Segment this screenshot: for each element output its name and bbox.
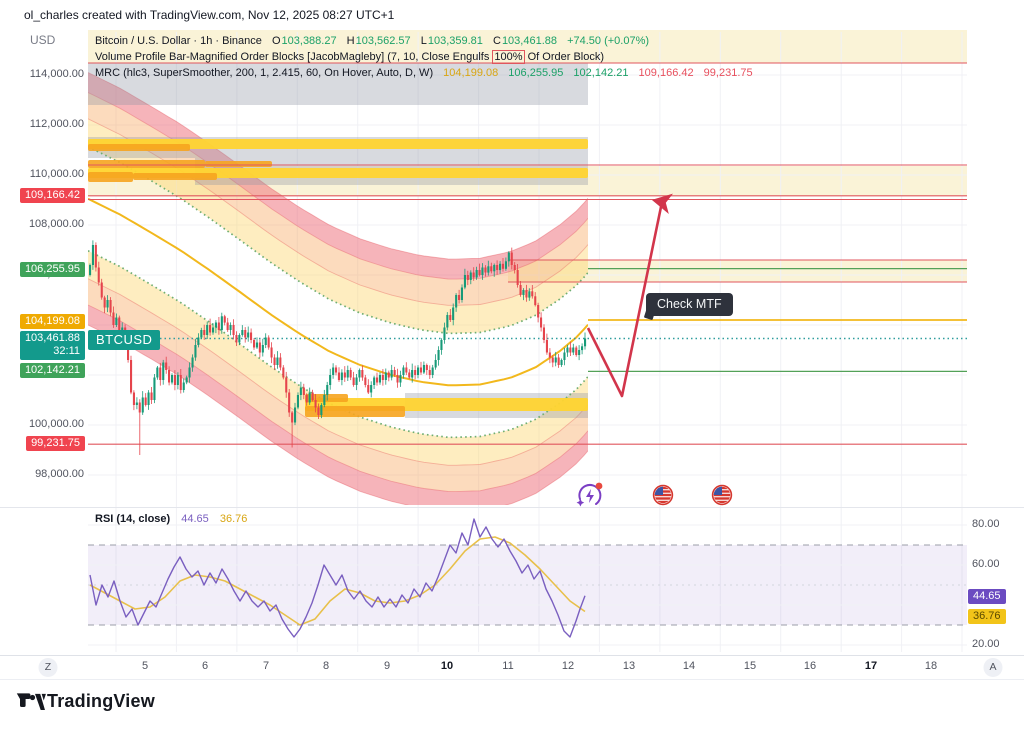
scroll-left-button[interactable]: Z [38, 658, 58, 677]
mrc-r1-value: 106,255.95 [508, 67, 564, 79]
order-block-orange [305, 394, 348, 402]
time-axis-label: 6 [201, 660, 209, 672]
rsi-legend[interactable]: RSI (14, close) 44.65 36.76 [95, 513, 247, 525]
ohlc-close-key: C [492, 35, 501, 47]
time-axis-label: 14 [682, 660, 696, 672]
highlight-zone [508, 260, 967, 282]
price-axis-label: 114,000.00 [29, 68, 84, 80]
rsi-axis-label: 60.00 [972, 558, 1000, 570]
scroll-right-button[interactable]: A [983, 658, 1003, 677]
trend-arrow [586, 193, 674, 398]
symbol-title: Bitcoin / U.S. Dollar · 1h · Binance [95, 35, 262, 47]
price-axis-label: 98,000.00 [35, 468, 84, 480]
rsi-axis-badge: 36.76 [968, 609, 1006, 624]
order-block-orange [88, 144, 190, 151]
ohlc-high-key: H [346, 35, 355, 47]
time-axis-label: 13 [622, 660, 636, 672]
order-block-orange [305, 406, 405, 417]
price-axis-badge: 102,142.21 [19, 363, 85, 378]
symbol-tag: BTCUSD [88, 330, 161, 350]
price-axis-label: 108,000.00 [28, 218, 84, 230]
rsi-axis-badge: 44.65 [968, 589, 1006, 604]
order-block-gray [88, 63, 588, 105]
price-axis-label: 112,000.00 [29, 118, 84, 130]
check-mtf-text: Check MTF [657, 297, 722, 311]
legend-symbol-row[interactable]: Bitcoin / U.S. Dollar · 1h · Binance O10… [95, 34, 649, 49]
mrc-r2-value: 109,166.42 [638, 67, 694, 79]
mrc-mean-value: 104,199.08 [443, 67, 499, 79]
tradingview-logo-icon[interactable] [16, 691, 46, 717]
price-axis-badge: 104,199.08 [19, 314, 85, 329]
time-axis-label: 18 [924, 660, 938, 672]
check-mtf-note[interactable]: Check MTF [643, 293, 733, 321]
order-block-orange [205, 161, 272, 167]
candles [89, 240, 587, 455]
rsi-main-value: 44.65 [181, 513, 209, 525]
time-axis-label: 16 [803, 660, 817, 672]
mrc-title: MRC (hlc3, SuperSmoother, 200, 1, 2.415,… [95, 67, 434, 79]
ohlc-open-key: O [271, 35, 281, 47]
highlighted-percent: 100% [492, 50, 525, 64]
ohlc-open-value: 103,388.27 [281, 35, 337, 47]
volume-profile-title-end: Of Order Block) [524, 51, 605, 63]
time-axis-label: 17 [864, 660, 878, 672]
rsi-title: RSI (14, close) [95, 513, 171, 525]
time-axis-label: 15 [743, 660, 757, 672]
rsi-signal-value: 36.76 [219, 513, 248, 525]
us-flag-event-icon[interactable] [652, 484, 674, 506]
mrc-s2-value: 99,231.75 [703, 67, 753, 79]
order-block-orange [88, 172, 133, 182]
ohlc-close-value: 103,461.88 [501, 35, 557, 47]
ohlc-high-value: 103,562.57 [355, 35, 411, 47]
order-block-orange [133, 173, 217, 180]
change-value: +74.50 (+0.07%) [567, 35, 650, 47]
rsi-axis-label: 80.00 [972, 518, 1000, 530]
currency-label: USD [30, 33, 56, 47]
rsi-line [89, 518, 586, 638]
legend-mrc-row[interactable]: MRC (hlc3, SuperSmoother, 200, 1, 2.415,… [95, 66, 753, 81]
volume-profile-title: Volume Profile Bar-Magnified Order Block… [95, 51, 493, 63]
price-axis-badge: 99,231.75 [26, 436, 85, 451]
order-block-orange [88, 160, 205, 168]
rsi-axis-label: 20.00 [972, 638, 1000, 650]
price-axis-badge: 103,461.88 32:11 [19, 330, 85, 360]
time-axis-label: 9 [383, 660, 391, 672]
time-axis-label: 12 [561, 660, 575, 672]
attribution-text: ol_charles created with TradingView.com,… [24, 8, 395, 22]
time-axis-label: 8 [322, 660, 330, 672]
ohlc-low-value: 103,359.81 [427, 35, 483, 47]
mrc-s1-value: 102,142.21 [573, 67, 629, 79]
price-axis-badge: 109,166.42 [19, 188, 85, 203]
time-axis-label: 11 [502, 660, 514, 672]
indicator-refresh-icon[interactable] [576, 482, 603, 507]
price-axis-label: 100,000.00 [28, 418, 84, 430]
ohlc-low-key: L [420, 35, 427, 47]
brand-text[interactable]: TradingView [47, 691, 155, 711]
highlight-zone [88, 30, 967, 63]
price-axis-badge: 106,255.95 [19, 262, 85, 277]
time-axis-label: 5 [141, 660, 149, 672]
us-flag-event-icon[interactable] [711, 484, 733, 506]
time-axis-label: 10 [440, 660, 454, 672]
order-block-yellow [88, 139, 588, 149]
time-axis-label: 7 [262, 660, 270, 672]
price-axis-label: 110,000.00 [29, 168, 84, 180]
legend-volume-profile-row[interactable]: Volume Profile Bar-Magnified Order Block… [95, 50, 604, 65]
